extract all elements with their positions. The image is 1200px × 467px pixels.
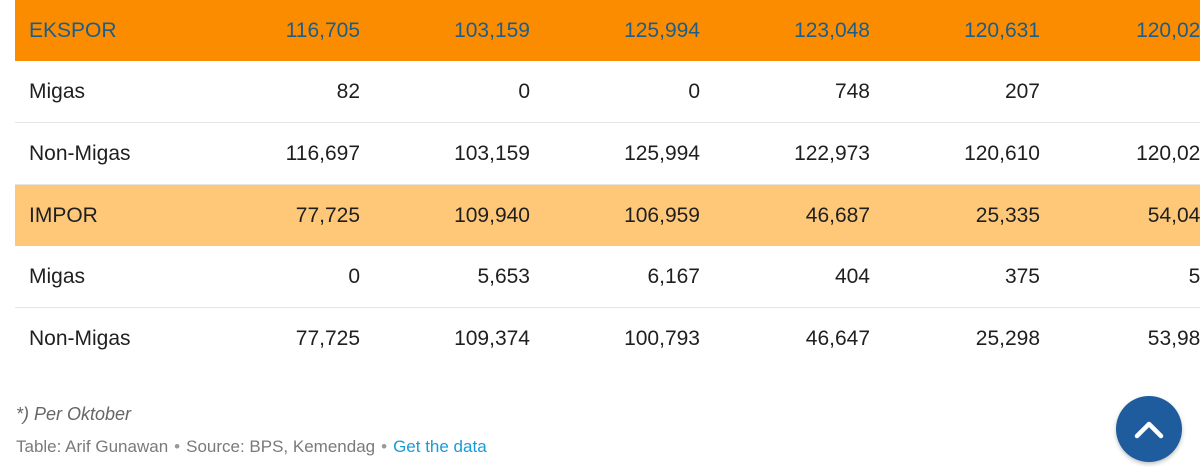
table-cell: 77,725 <box>190 184 360 246</box>
table-cell: 53,985 <box>1040 307 1200 369</box>
table-cell: 0 <box>1040 61 1200 123</box>
table-cell: 125,994 <box>530 122 700 185</box>
table-cell: 59 <box>1040 246 1200 308</box>
table-cell: 109,374 <box>360 307 530 369</box>
table-row: Non-Migas 77,725 109,374 100,793 46,647 … <box>15 307 1200 369</box>
table-cell: 109,940 <box>360 184 530 246</box>
table-cell: 0 <box>530 61 700 123</box>
row-label: Non-Migas <box>15 307 190 369</box>
credit-text: Table: Arif Gunawan <box>16 437 169 456</box>
table-cell: 103,159 <box>360 122 530 185</box>
table-cell: 6,167 <box>530 246 700 308</box>
table-row: Migas 82 0 0 748 207 0 <box>15 61 1200 123</box>
row-label: Migas <box>15 61 190 123</box>
table-row-impor: IMPOR 77,725 109,940 106,959 46,687 25,3… <box>15 184 1200 246</box>
table-cell: 375 <box>870 246 1040 308</box>
table-cell: 25,335 <box>870 184 1040 246</box>
table-cell: 77,725 <box>190 307 360 369</box>
chevron-up-icon <box>1134 421 1164 439</box>
table-cell: 207 <box>870 61 1040 123</box>
table-cell: 54,044 <box>1040 184 1200 246</box>
table-cell: 116,697 <box>190 122 360 185</box>
table-row-ekspor: EKSPOR 116,705 103,159 125,994 123,048 1… <box>15 0 1200 61</box>
table-cell: 404 <box>700 246 870 308</box>
separator-dot: • <box>381 437 388 456</box>
table-cell: 0 <box>360 61 530 123</box>
table-cell: 46,687 <box>700 184 870 246</box>
table-cell: 46,647 <box>700 307 870 369</box>
row-label: Migas <box>15 246 190 308</box>
table-cell: 100,793 <box>530 307 700 369</box>
table-cell: 748 <box>700 61 870 123</box>
data-table-container: EKSPOR 116,705 103,159 125,994 123,048 1… <box>15 0 1200 369</box>
table-footnote: *) Per Oktober <box>16 404 132 424</box>
table-cell: 120,631 <box>870 0 1040 61</box>
table-cell: 5,653 <box>360 246 530 308</box>
table-cell: 0 <box>190 246 360 308</box>
source-text: Source: BPS, Kemendag <box>186 437 376 456</box>
table-cell: 82 <box>190 61 360 123</box>
table-row: Migas 0 5,653 6,167 404 375 59 <box>15 246 1200 308</box>
row-label: EKSPOR <box>15 0 190 61</box>
trade-table: EKSPOR 116,705 103,159 125,994 123,048 1… <box>15 0 1200 369</box>
table-cell: 122,973 <box>700 122 870 185</box>
separator-dot: • <box>174 437 181 456</box>
table-cell: 103,159 <box>360 0 530 61</box>
table-cell: 125,994 <box>530 0 700 61</box>
row-label: IMPOR <box>15 184 190 246</box>
scroll-to-top-button[interactable] <box>1116 396 1182 462</box>
table-cell: 25,298 <box>870 307 1040 369</box>
table-cell: 106,959 <box>530 184 700 246</box>
table-cell: 120,025 <box>1040 122 1200 185</box>
table-credits: Table: Arif Gunawan • Source: BPS, Kemenda… <box>16 437 487 457</box>
row-label: Non-Migas <box>15 122 190 185</box>
table-cell: 116,705 <box>190 0 360 61</box>
table-row: Non-Migas 116,697 103,159 125,994 122,97… <box>15 122 1200 185</box>
table-cell: 120,025 <box>1040 0 1200 61</box>
get-the-data-link[interactable]: Get the data <box>393 437 487 456</box>
table-cell: 120,610 <box>870 122 1040 185</box>
table-cell: 123,048 <box>700 0 870 61</box>
